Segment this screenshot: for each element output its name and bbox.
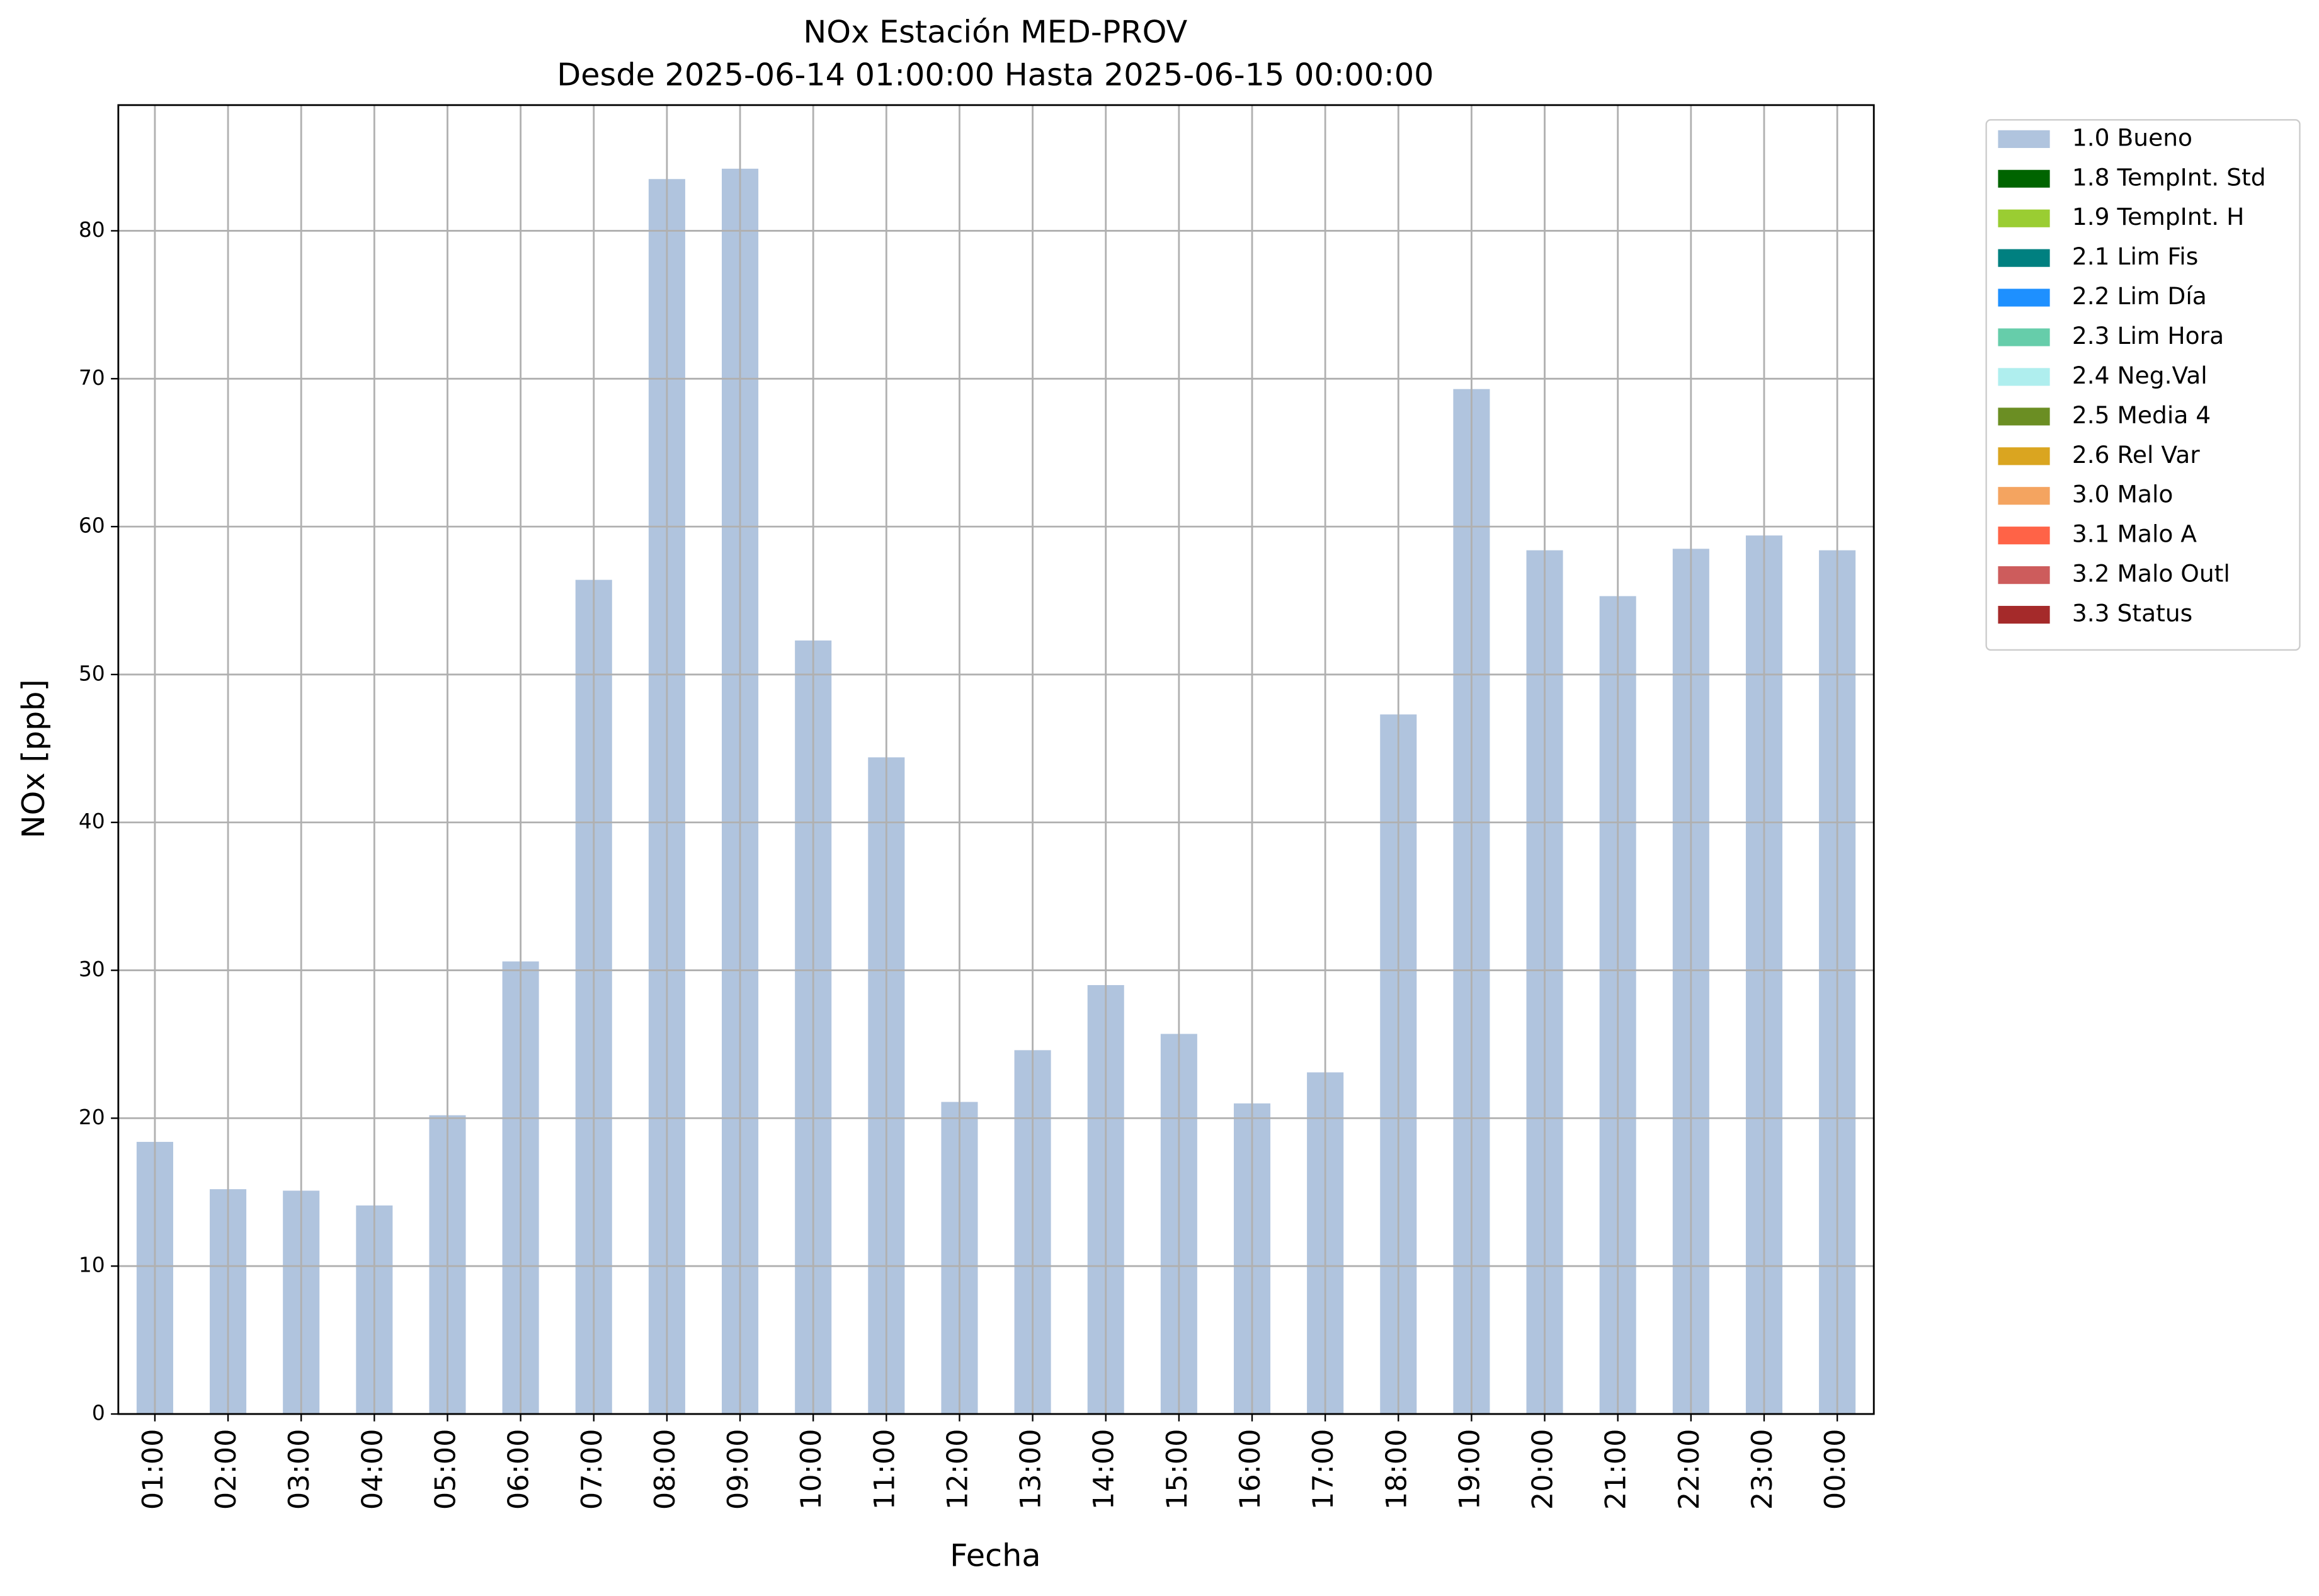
x-axis-label: Fecha [950,1537,1041,1573]
legend-swatch [1998,368,2050,386]
y-tick-label: 80 [79,217,105,242]
x-tick-label: 18:00 [1380,1429,1413,1510]
x-tick-label: 20:00 [1527,1429,1559,1510]
x-tick-label: 23:00 [1746,1429,1779,1510]
legend-swatch [1998,566,2050,584]
y-tick-label: 40 [79,809,105,833]
x-tick-label: 13:00 [1015,1429,1047,1510]
x-tick-label: 06:00 [503,1429,535,1510]
x-tick-label: 07:00 [576,1429,608,1510]
y-axis-label: NOx [ppb] [15,679,52,838]
legend-swatch [1998,447,2050,465]
x-tick-label: 05:00 [429,1429,462,1510]
y-tick-label: 20 [79,1105,105,1129]
legend-label: 2.6 Rel Var [2072,441,2200,469]
y-tick-label: 60 [79,513,105,538]
legend-swatch [1998,209,2050,227]
legend-label: 3.2 Malo Outl [2072,560,2230,588]
legend-label: 3.3 Status [2072,600,2192,627]
legend-label: 2.1 Lim Fis [2072,242,2198,270]
legend-label: 2.5 Media 4 [2072,401,2211,429]
x-tick-label: 01:00 [137,1429,169,1510]
x-tick-label: 11:00 [868,1429,901,1510]
legend-swatch [1998,130,2050,148]
x-tick-label: 21:00 [1600,1429,1632,1510]
x-tick-label: 10:00 [795,1429,828,1510]
legend-label: 1.8 TempInt. Std [2072,163,2266,191]
legend-label: 2.3 Lim Hora [2072,322,2224,350]
y-tick-label: 0 [92,1401,105,1425]
x-tick-label: 19:00 [1453,1429,1486,1510]
legend-label: 1.0 Bueno [2072,123,2192,151]
x-tick-label: 04:00 [356,1429,389,1510]
x-tick-label: 12:00 [941,1429,974,1510]
plot-frame [117,104,1875,1415]
x-tick-label: 14:00 [1088,1429,1120,1510]
legend-swatch [1998,487,2050,505]
legend-swatch [1998,605,2050,624]
y-tick-label: 50 [79,661,105,685]
legend-swatch [1998,408,2050,426]
legend-swatch [1998,249,2050,267]
x-tick-label: 02:00 [210,1429,242,1510]
legend-label: 2.2 Lim Día [2072,282,2207,310]
legend-swatch [1998,328,2050,346]
legend-label: 3.0 Malo [2072,481,2174,508]
x-tick-label: 22:00 [1673,1429,1706,1510]
x-tick-label: 08:00 [649,1429,681,1510]
x-tick-label: 00:00 [1819,1429,1852,1510]
chart-subtitle: Desde 2025-06-14 01:00:00 Hasta 2025-06-… [557,57,1433,93]
legend-label: 2.4 Neg.Val [2072,362,2208,389]
legend-swatch [1998,288,2050,307]
legend-box [1985,119,2301,651]
legend-label: 1.9 TempInt. H [2072,203,2245,231]
legend-label: 3.1 Malo A [2072,520,2197,548]
x-tick-label: 16:00 [1234,1429,1267,1510]
x-tick-label: 09:00 [722,1429,755,1510]
legend-swatch [1998,169,2050,188]
legend-swatch [1998,527,2050,545]
y-tick-label: 30 [79,957,105,981]
x-tick-label: 03:00 [283,1429,316,1510]
x-tick-label: 15:00 [1161,1429,1194,1510]
chart-title: NOx Estación MED-PROV [803,14,1187,50]
y-tick-label: 70 [79,365,105,390]
y-tick-label: 10 [79,1253,105,1277]
x-tick-label: 17:00 [1307,1429,1340,1510]
